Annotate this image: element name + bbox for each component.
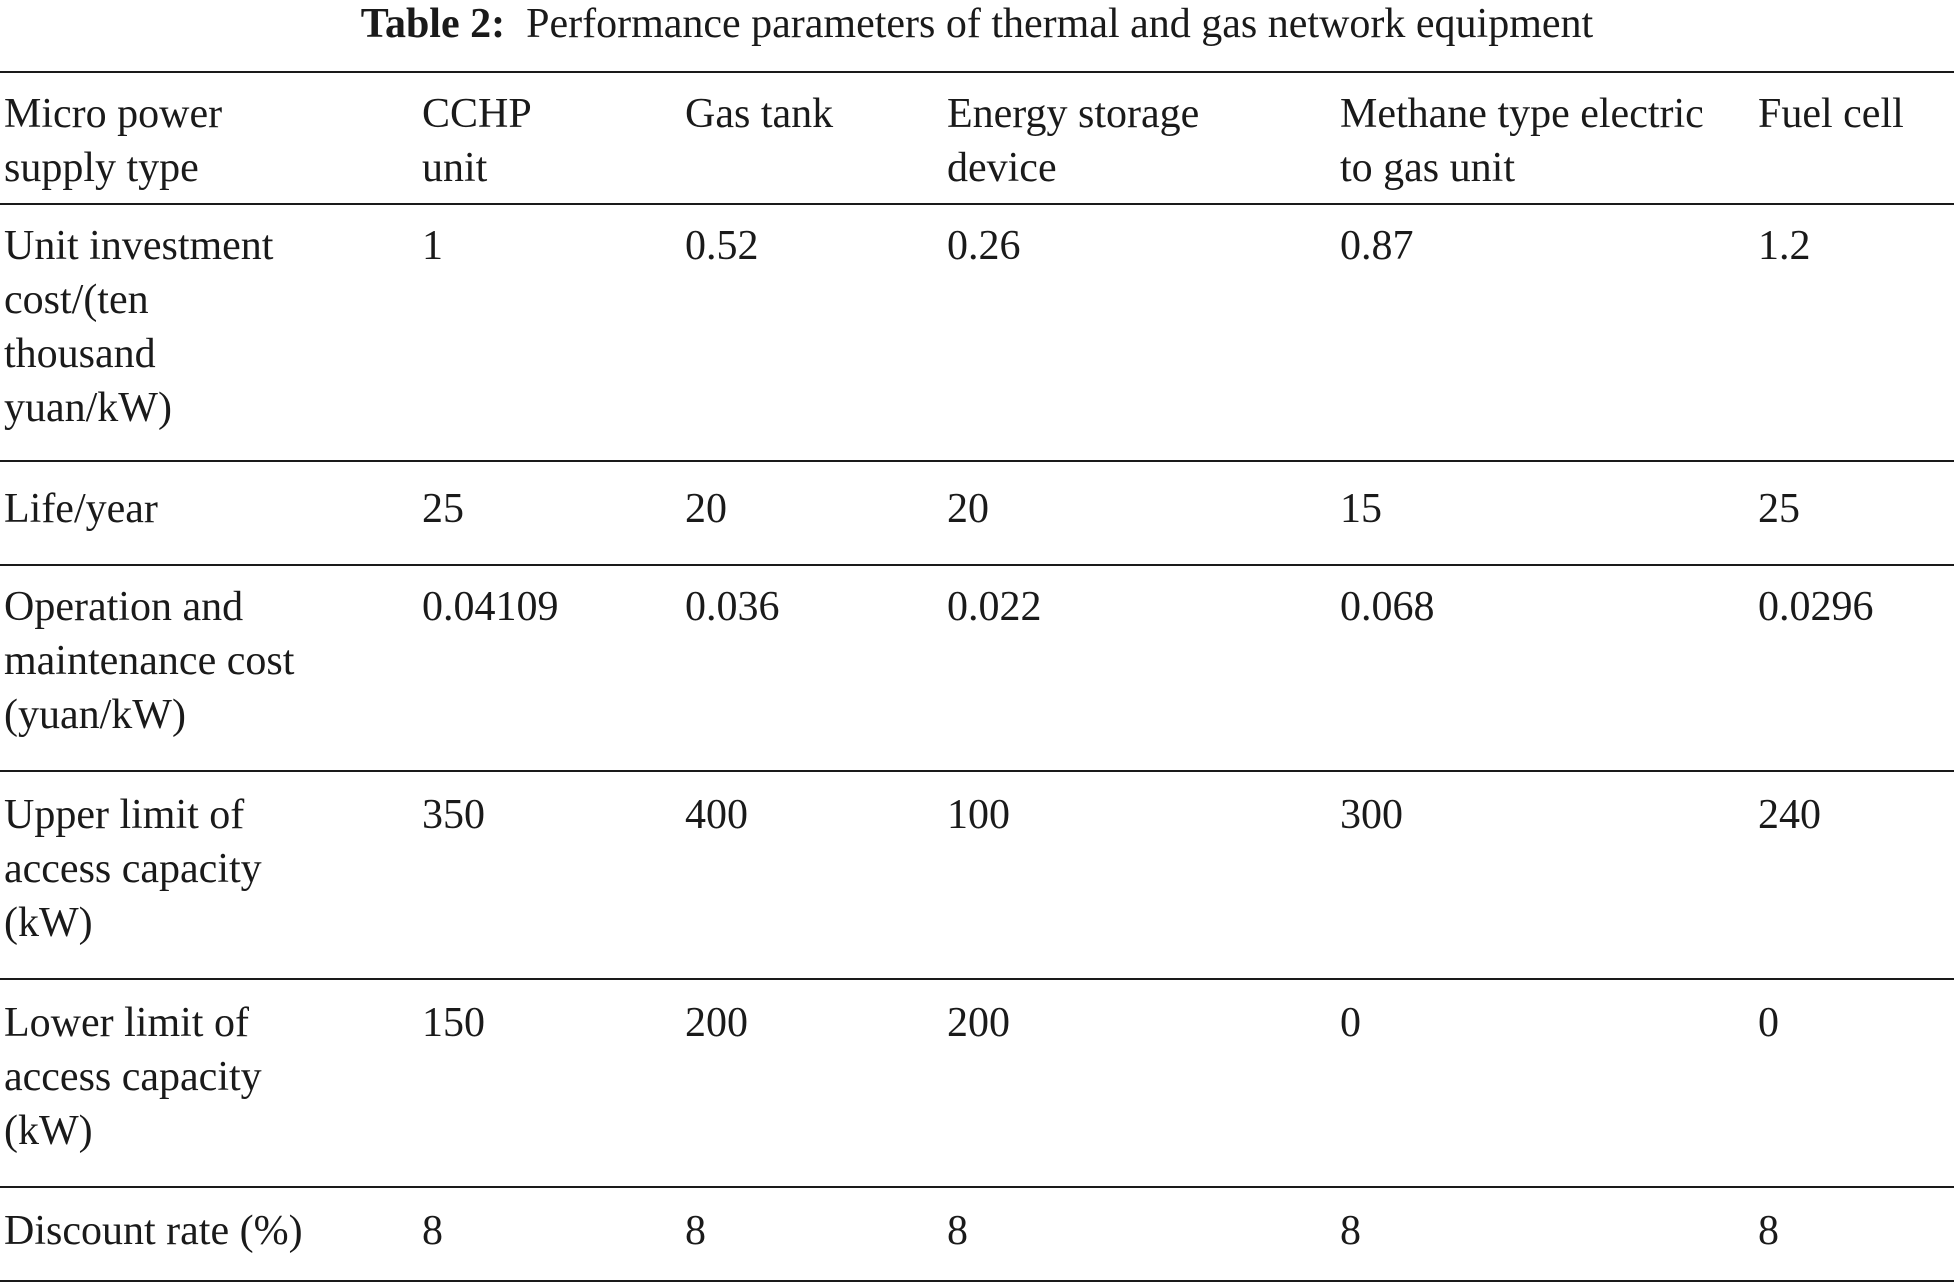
table-row: Unit investment cost/(ten thousand yuan/… xyxy=(0,204,1954,461)
table-cell: 200 xyxy=(685,1000,748,1046)
header-cell-methane-electric-to-gas-unit: Methane type electric to gas unit xyxy=(1340,91,1704,191)
performance-parameters-table: Micro power supply type CCHP unit Gas ta… xyxy=(0,71,1954,1282)
table-cell: 0.52 xyxy=(685,223,759,269)
table-cell: 1 xyxy=(422,223,443,269)
table-cell: 350 xyxy=(422,792,485,838)
table-row: Life/year 25 20 20 15 25 xyxy=(0,461,1954,565)
row-label-upper-limit-capacity: Upper limit of access capacity (kW) xyxy=(4,792,262,946)
header-cell-fuel-cell: Fuel cell xyxy=(1758,91,1904,137)
table-row: Discount rate (%) 8 8 8 8 8 xyxy=(0,1187,1954,1281)
table-cell: 8 xyxy=(685,1208,706,1254)
table-caption: Table 2: Performance parameters of therm… xyxy=(0,0,1954,48)
table-cell: 8 xyxy=(1340,1208,1361,1254)
header-cell-supply-type: Micro power supply type xyxy=(4,91,223,191)
table-caption-label: Table 2: xyxy=(360,1,506,47)
header-cell-gas-tank: Gas tank xyxy=(685,91,834,137)
table-cell: 100 xyxy=(947,792,1010,838)
table-cell: 1.2 xyxy=(1758,223,1811,269)
table-row: Upper limit of access capacity (kW) 350 … xyxy=(0,771,1954,979)
table-cell: 0.04109 xyxy=(422,584,559,630)
table-cell: 0.26 xyxy=(947,223,1021,269)
row-label-lower-limit-capacity: Lower limit of access capacity (kW) xyxy=(4,1000,262,1154)
table-caption-text: Performance parameters of thermal and ga… xyxy=(526,1,1594,47)
header-cell-energy-storage-device: Energy storage device xyxy=(947,91,1200,191)
table-row: Operation and maintenance cost (yuan/kW)… xyxy=(0,565,1954,771)
table-row: Lower limit of access capacity (kW) 150 … xyxy=(0,979,1954,1187)
table-header-row: Micro power supply type CCHP unit Gas ta… xyxy=(0,72,1954,204)
table-cell: 200 xyxy=(947,1000,1010,1046)
table-cell: 20 xyxy=(685,486,727,532)
table-cell: 25 xyxy=(422,486,464,532)
table-cell: 15 xyxy=(1340,486,1382,532)
table-cell: 150 xyxy=(422,1000,485,1046)
table-cell: 0 xyxy=(1758,1000,1779,1046)
table-cell: 0.87 xyxy=(1340,223,1414,269)
table-cell: 240 xyxy=(1758,792,1821,838)
table-cell: 0 xyxy=(1340,1000,1361,1046)
table-cell: 8 xyxy=(947,1208,968,1254)
table-cell: 300 xyxy=(1340,792,1403,838)
table-cell: 8 xyxy=(422,1208,443,1254)
table-cell: 20 xyxy=(947,486,989,532)
table-cell: 400 xyxy=(685,792,748,838)
table-cell: 0.0296 xyxy=(1758,584,1874,630)
row-label-unit-investment-cost: Unit investment cost/(ten thousand yuan/… xyxy=(4,223,274,431)
table-cell: 0.036 xyxy=(685,584,780,630)
table-cell: 0.022 xyxy=(947,584,1042,630)
table-cell: 25 xyxy=(1758,486,1800,532)
header-cell-cchp-unit: CCHP unit xyxy=(422,91,531,191)
row-label-operation-maintenance-cost: Operation and maintenance cost (yuan/kW) xyxy=(4,584,295,738)
row-label-life-year: Life/year xyxy=(4,486,158,532)
table-cell: 0.068 xyxy=(1340,584,1435,630)
table-cell: 8 xyxy=(1758,1208,1779,1254)
row-label-discount-rate: Discount rate (%) xyxy=(4,1208,303,1254)
